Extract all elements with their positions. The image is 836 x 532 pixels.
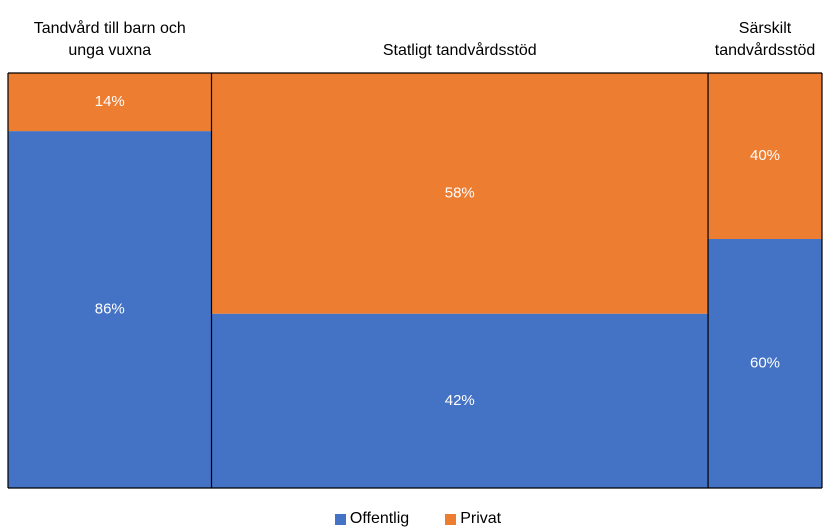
category-label: Statligt tandvårdsstöd	[382, 42, 537, 59]
segment	[211, 73, 709, 314]
data-label: 58%	[445, 184, 475, 201]
segment	[708, 73, 822, 239]
data-label: 86%	[95, 301, 125, 318]
legend-item: Offentlig	[334, 510, 410, 528]
segment	[211, 313, 709, 488]
segment	[8, 131, 212, 488]
data-label: 14%	[95, 93, 125, 110]
legend-swatch	[334, 513, 346, 525]
legend-label: Privat	[460, 510, 502, 527]
legend: Offentlig Privat	[0, 510, 836, 528]
data-label: 42%	[445, 392, 475, 409]
segment	[8, 73, 212, 132]
legend-item: Privat	[445, 510, 501, 528]
data-label: 40%	[750, 147, 780, 164]
data-label: 60%	[750, 354, 780, 371]
category-label: Tandvård till barn och unga vuxna	[33, 20, 186, 59]
legend-label: Offentlig	[349, 510, 410, 527]
segment	[708, 239, 822, 488]
category-label: Särskilt tandvårdsstöd	[714, 20, 816, 59]
legend-swatch	[445, 513, 457, 525]
